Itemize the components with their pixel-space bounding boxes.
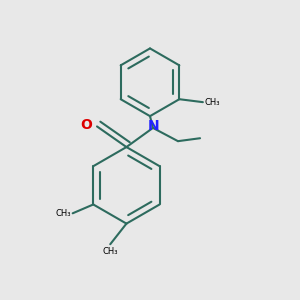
Text: CH₃: CH₃ xyxy=(204,98,220,107)
Text: CH₃: CH₃ xyxy=(56,209,71,218)
Text: N: N xyxy=(148,119,160,133)
Text: CH₃: CH₃ xyxy=(103,247,118,256)
Text: O: O xyxy=(80,118,92,132)
